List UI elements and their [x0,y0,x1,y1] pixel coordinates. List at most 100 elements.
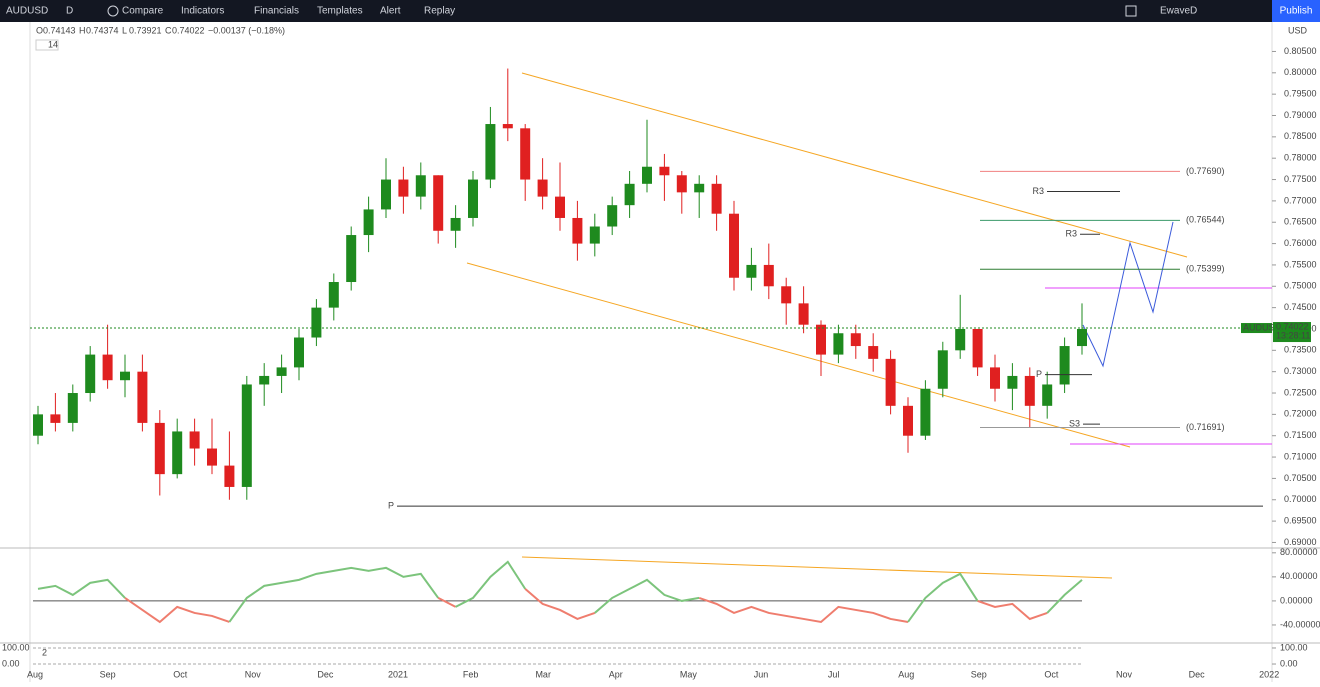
y-tick-label: 0.71500 [1284,430,1317,440]
candle-body [120,371,130,381]
y-tick-label: -40.00000 [1280,619,1320,629]
x-tick-label: 2022 [1259,669,1279,679]
ohlc-value: 0.74022 [172,25,205,35]
candle-body [955,328,966,351]
candle-body [415,175,426,197]
indicator-label: 2 [42,647,47,657]
fib-label: (0.76544) [1186,215,1225,225]
oscillator-line [124,597,230,624]
fib-label: (0.75399) [1186,264,1225,274]
publish-button[interactable] [1272,0,1320,22]
fib-label: (0.71691) [1186,422,1225,432]
y-tick-label: 0.71000 [1284,451,1317,461]
y-tick-label: 0.75000 [1284,281,1317,291]
candle-body [729,213,739,278]
candle-body [990,367,1000,389]
candle-body [241,384,252,487]
candle-body [450,217,461,231]
candle-body [433,175,444,231]
interval[interactable]: D [66,6,73,17]
candle-body [207,448,217,466]
candle-body [607,205,618,227]
candle-body [1007,375,1018,389]
candle-body [885,358,896,406]
pivot-label: P [1036,369,1042,379]
toolbar-button[interactable]: Alert [380,6,401,17]
candle-body [816,324,826,355]
candle-body [276,367,287,376]
candle-body [328,282,339,308]
price-tag-label: 0.74022 [1276,321,1309,331]
candle-body [1024,375,1035,406]
x-tick-label: Nov [1116,669,1133,679]
candle-body [833,333,844,355]
ohlc-key: L [122,25,127,35]
pivot-label: S3 [1069,419,1080,429]
x-tick-label: Oct [1044,669,1059,679]
x-tick-label: Aug [898,669,914,679]
symbol[interactable]: AUDUSD [6,6,48,17]
x-tick-label: Dec [317,669,334,679]
y-tick-label: 0.69000 [1284,537,1317,547]
y-tick-label: 0.76000 [1284,238,1317,248]
candle-body [537,179,548,197]
candle-body [137,371,148,423]
candle-body [903,405,913,436]
y-tick-label: 0.80000 [1284,67,1317,77]
y-tick-label: 0.70000 [1284,494,1317,504]
candle-body [33,414,43,436]
countdown-label: 13:28:11 [1276,330,1310,340]
candle-body [555,196,565,218]
ohlc-value: 0.73921 [129,25,162,35]
pivot-label: R3 [1065,229,1077,239]
layout-icon[interactable] [1125,5,1137,17]
oscillator-line [228,566,440,623]
channel-line [466,262,1131,448]
toolbar-button[interactable]: Indicators [181,6,224,17]
y-tick-label: 0.76500 [1284,217,1317,227]
x-tick-label: Nov [245,669,262,679]
toolbar-button[interactable]: Financials [254,6,299,17]
fib-label: (0.77690) [1186,166,1225,176]
candle-body [781,286,792,304]
candle-body [381,179,391,210]
candle-body [868,346,879,359]
x-tick-label: Jun [754,669,769,679]
currency[interactable]: USD [1288,25,1308,35]
publish-label[interactable]: Publish [1280,6,1313,17]
y-tick-label: 0.77500 [1284,174,1317,184]
compare-icon [107,5,119,17]
candle-body [294,337,304,368]
y-tick-label: 0.78000 [1284,153,1317,163]
candle-body [920,388,931,436]
candle-body [520,128,531,180]
y-tick-label: 0.79500 [1284,89,1317,99]
y-tick-label: 0.75500 [1284,259,1317,269]
x-tick-label: Sep [971,669,987,679]
y-tick-label-left: 0.00 [2,658,20,668]
y-tick-label: 0.70500 [1284,473,1317,483]
channel-line [521,72,1188,258]
candle-body [1042,384,1053,406]
candle-body [659,166,670,176]
x-tick-label: Sep [100,669,116,679]
toolbar-items: AUDUSD D Compare Indicators Financials T… [6,0,1320,22]
wave-projection [1082,221,1174,368]
ohlc-key: H [79,25,86,35]
toolbar-button[interactable]: Compare [122,6,164,17]
layout-name[interactable]: EwaveD [1160,6,1197,17]
candle-body [224,465,235,487]
candle-body [676,175,687,193]
symbol-tag [1241,323,1272,334]
toolbar-button[interactable]: Replay [424,6,455,17]
candle-body [624,183,635,206]
candle-body [763,264,774,287]
y-tick-label: 0.69500 [1284,515,1317,525]
pivot-label: R3 [1032,186,1044,196]
candle-body [102,354,113,381]
y-tick-label: 0.78500 [1284,131,1317,141]
oscillator-line [524,588,596,621]
toolbar-button[interactable]: Templates [317,6,363,17]
oscillator-line [37,578,126,599]
